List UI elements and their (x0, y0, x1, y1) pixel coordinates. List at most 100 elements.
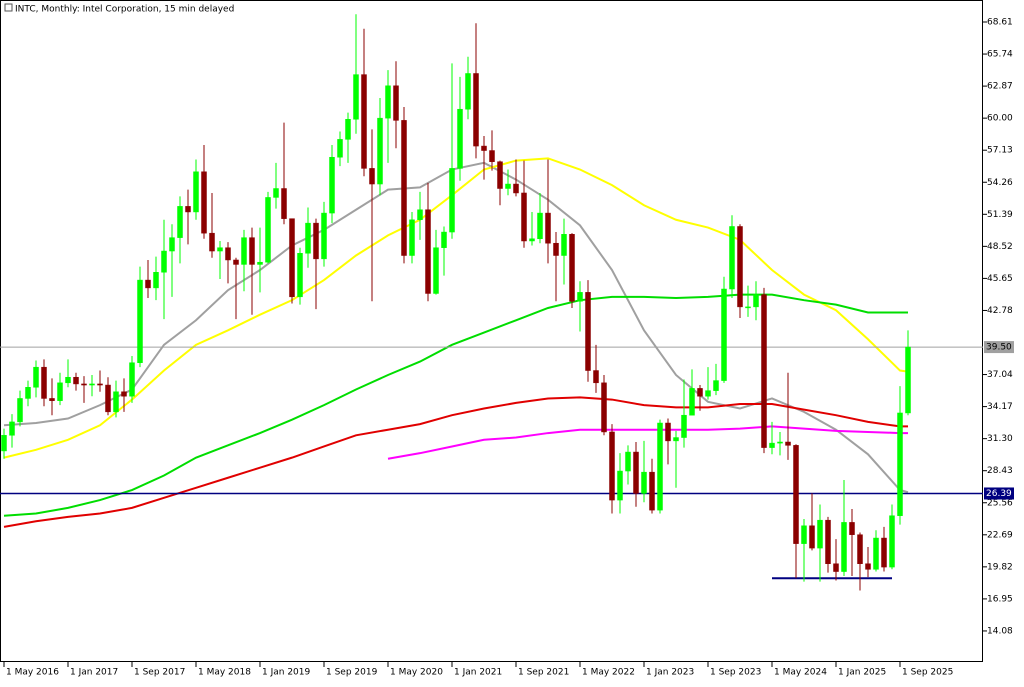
candle-body (449, 168, 455, 233)
candle-body (249, 237, 255, 265)
layer: 68.61 65.74 62.87 60.00 57.13 54.26 51.39 48.52… (6, 17, 1014, 678)
y-tick-label: 65.74 (987, 50, 1013, 60)
x-tick-label: 1 Jan 2017 (70, 668, 118, 678)
candle-body (345, 119, 351, 140)
candle-body (361, 74, 367, 169)
candle-body (721, 288, 727, 381)
layer (0, 157, 983, 580)
x-tick-label: 1 May 2020 (390, 668, 443, 678)
candle-body (329, 156, 335, 214)
y-tick-label: 45.65 (987, 274, 1013, 284)
candle-body (865, 563, 871, 570)
candle-body (273, 188, 279, 198)
candle-body (833, 563, 839, 572)
price-level-tag (984, 487, 1014, 500)
candle-body (297, 253, 303, 298)
y-tick-label: 37.04 (987, 370, 1013, 380)
candle-body (489, 150, 495, 162)
candle-body (121, 391, 127, 397)
x-tick-label: 1 Jan 2021 (454, 668, 502, 678)
candle-body (505, 183, 511, 189)
x-tick-label: 1 Jan 2023 (646, 668, 694, 678)
candle-body (337, 139, 343, 158)
y-tick-label: 68.61 (987, 17, 1013, 27)
candle-body (17, 398, 23, 423)
candle-body (785, 441, 791, 446)
layer (1, 14, 911, 591)
y-tick-label: 54.26 (987, 178, 1013, 188)
candle-body (25, 387, 31, 399)
y-tick-label: 51.39 (987, 210, 1013, 220)
candle-body (897, 412, 903, 516)
y-tick-label: 60.00 (987, 114, 1013, 124)
candle-body (233, 259, 239, 265)
candle-body (177, 206, 183, 238)
candle-body (609, 431, 615, 501)
candle-body (769, 442, 775, 448)
candle-body (41, 366, 47, 399)
candle-body (617, 470, 623, 501)
candle-body (585, 292, 591, 371)
candle-body (817, 519, 823, 549)
candle-body (385, 85, 391, 119)
candle-body (97, 383, 103, 386)
x-tick-label: 1 May 2018 (198, 668, 251, 678)
price-level-label: 26.39 (986, 489, 1012, 499)
candle-body (633, 451, 639, 494)
candle-body (401, 120, 407, 256)
candle-body (649, 471, 655, 511)
candle-body (113, 391, 119, 413)
candle-body (169, 237, 175, 252)
moving-average (3, 293, 908, 517)
candle-body (553, 242, 559, 256)
candle-body (441, 231, 447, 248)
plot-frame (0, 0, 983, 662)
candle-body (257, 261, 263, 265)
candle-body (777, 441, 783, 444)
candle-body (577, 292, 583, 302)
candle-body (801, 525, 807, 544)
y-tick-label: 57.13 (987, 146, 1013, 156)
candle-body (81, 383, 87, 386)
candle-body (857, 534, 863, 564)
candle-body (193, 171, 199, 213)
candle-body (673, 437, 679, 442)
candle-body (841, 522, 847, 572)
candle-body (737, 226, 743, 308)
candle-body (569, 234, 575, 302)
candle-body (473, 73, 479, 147)
y-tick-label: 25.56 (987, 498, 1013, 508)
x-tick-label: 1 Sep 2025 (902, 668, 953, 678)
candle-body (689, 388, 695, 416)
x-tick-label: 1 Sep 2019 (326, 668, 378, 678)
candle-body (457, 108, 463, 169)
candle-body (793, 445, 799, 544)
price-level-tag (984, 341, 1014, 354)
moving-average (3, 396, 908, 528)
y-tick-label: 31.30 (987, 434, 1013, 444)
y-tick-label: 19.82 (987, 562, 1013, 572)
candle-body (481, 145, 487, 151)
candle-body (33, 366, 39, 388)
candle-body (729, 226, 735, 290)
candle-body (49, 398, 55, 401)
candle-body (161, 250, 167, 273)
moving-average (3, 157, 909, 459)
candle-body (57, 382, 63, 401)
candle-body (313, 222, 319, 260)
candle-body (73, 376, 79, 385)
candle-body (225, 247, 231, 261)
y-tick-label: 14.08 (987, 626, 1013, 636)
candle-body (377, 117, 383, 185)
layer (3, 21, 987, 667)
candle-body (665, 422, 671, 442)
x-tick-label: 1 Jan 2025 (838, 668, 886, 678)
candle-body (513, 183, 519, 194)
y-tick-label: 48.52 (987, 242, 1013, 252)
candle-body (137, 279, 143, 363)
candle-body (745, 306, 751, 309)
candle-body (417, 209, 423, 221)
candle-body (425, 209, 431, 294)
candle-body (825, 519, 831, 564)
